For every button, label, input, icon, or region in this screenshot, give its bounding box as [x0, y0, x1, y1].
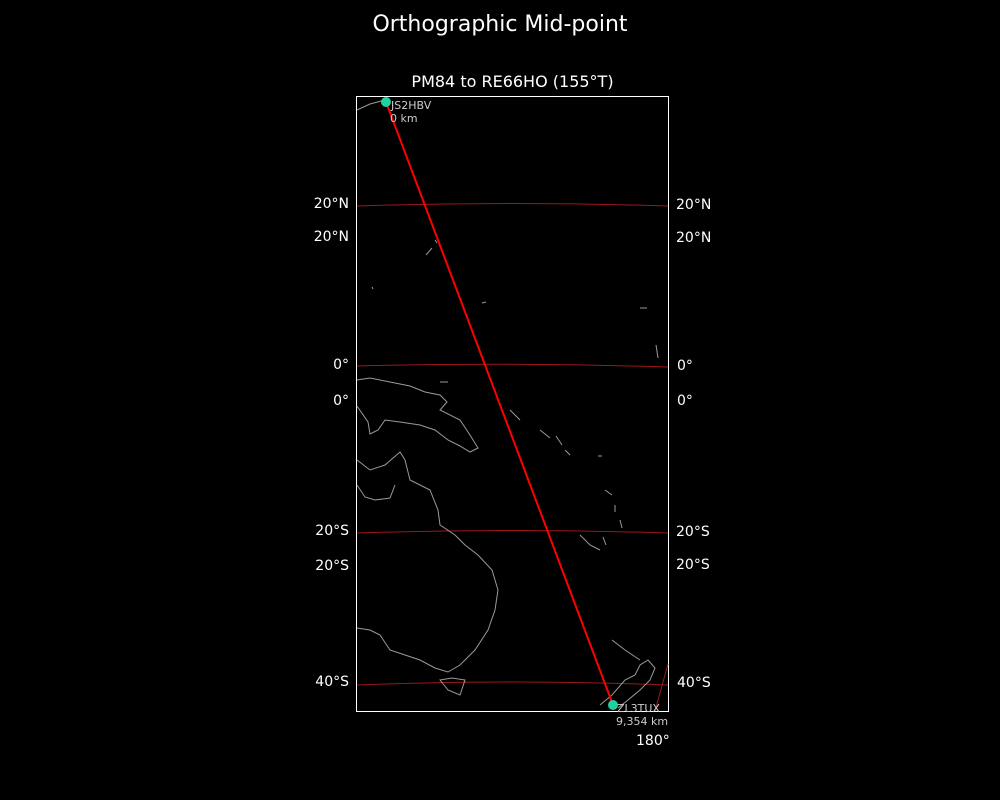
station-call-start: JS2HBV	[391, 99, 432, 112]
lat-label-left: 0°	[333, 357, 349, 373]
gridline-180	[654, 663, 669, 712]
station-distance-end: 9,354 km	[616, 715, 669, 728]
lat-label-left: 40°S	[315, 674, 349, 690]
lon-label-bottom: 180°	[636, 733, 670, 749]
lat-label-left: 20°N	[313, 196, 349, 212]
lat-label-left: 20°S	[315, 558, 349, 574]
coastlines	[356, 99, 659, 709]
gridline-20n	[356, 203, 669, 207]
lat-label-right: 0°	[677, 358, 693, 374]
lat-label-right: 20°N	[676, 197, 712, 213]
gridline-20s	[356, 530, 669, 534]
lat-label-right: 20°S	[676, 557, 710, 573]
lat-label-right: 40°S	[677, 675, 711, 691]
gridline-40s	[356, 681, 669, 686]
map-subtitle: PM84 to RE66HO (155°T)	[411, 72, 614, 91]
lat-label-right: 20°N	[676, 230, 712, 246]
gridline-0	[356, 363, 669, 368]
lat-label-left: 20°S	[315, 523, 349, 539]
map-frame	[356, 96, 669, 712]
lat-label-left: 20°N	[313, 229, 349, 245]
gridlines	[356, 203, 669, 712]
great-circle-path	[385, 101, 614, 706]
station-marker-start[interactable]	[381, 97, 391, 107]
figure-title: Orthographic Mid-point	[372, 12, 628, 37]
lat-label-left: 0°	[333, 393, 349, 409]
lat-label-right: 20°S	[676, 524, 710, 540]
station-marker-end[interactable]	[608, 700, 618, 710]
station-distance-start: 0 km	[390, 112, 418, 125]
station-call-end: ZL3TUX	[617, 702, 660, 715]
lat-label-right: 0°	[677, 393, 693, 409]
